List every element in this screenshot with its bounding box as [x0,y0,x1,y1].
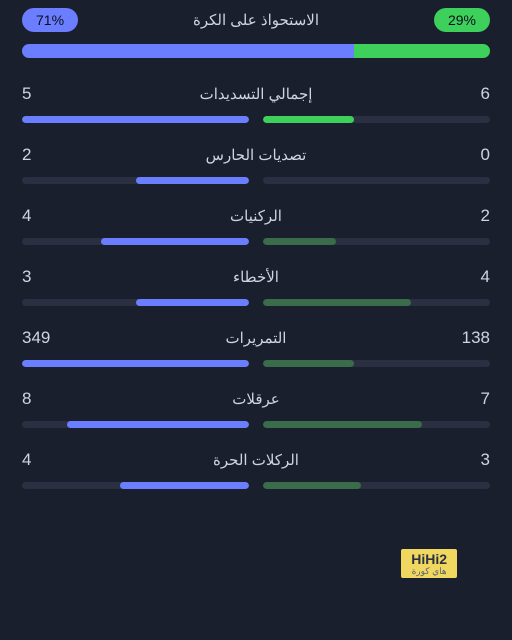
bar-right-fill [263,238,336,245]
stat-left-value: 5 [22,84,31,104]
bar-left-fill [136,299,250,306]
bar-right-track [263,238,490,245]
stat-right-value: 2 [481,206,490,226]
stat-bars [22,482,490,489]
stat-header: 5 إجمالي التسديدات 6 [22,84,490,104]
stats-container: 71% الاستحواذ على الكرة 29% 5 إجمالي الت… [0,0,512,489]
stat-label: الركنيات [230,207,282,225]
stat-row: 4 الركلات الحرة 3 [22,450,490,489]
stat-right-value: 3 [481,450,490,470]
stat-label: الركلات الحرة [213,451,299,469]
bar-left-track [22,299,249,306]
stat-bars [22,238,490,245]
possession-right-badge: 29% [434,8,490,32]
bar-right-track [263,299,490,306]
watermark-sub: هاي كورة [411,567,447,576]
bar-left-track [22,421,249,428]
stat-header: 3 الأخطاء 4 [22,267,490,287]
possession-bar-right [354,44,490,58]
bar-right-fill [263,421,422,428]
bar-right-track [263,360,490,367]
stat-header: 4 الركلات الحرة 3 [22,450,490,470]
bar-right-fill [263,116,354,123]
stat-left-value: 4 [22,450,31,470]
stat-row: 4 الركنيات 2 [22,206,490,245]
stat-bars [22,299,490,306]
stat-label: تصديات الحارس [206,146,307,164]
stat-label: إجمالي التسديدات [200,85,313,103]
bar-left-track [22,238,249,245]
stat-row: 2 تصديات الحارس 0 [22,145,490,184]
stats-list: 5 إجمالي التسديدات 6 2 تصديات الحارس 0 [22,84,490,489]
possession-bar [22,44,490,58]
bar-left-fill [67,421,249,428]
bar-right-track [263,116,490,123]
stat-right-value: 7 [481,389,490,409]
stat-header: 8 عرقلات 7 [22,389,490,409]
stat-right-value: 138 [462,328,490,348]
stat-left-value: 349 [22,328,50,348]
stat-right-value: 4 [481,267,490,287]
stat-left-value: 4 [22,206,31,226]
stat-row: 3 الأخطاء 4 [22,267,490,306]
bar-right-track [263,177,490,184]
stat-label: الأخطاء [233,268,279,286]
stat-right-value: 0 [481,145,490,165]
bar-left-fill [22,360,249,367]
stat-bars [22,116,490,123]
bar-right-fill [263,482,361,489]
stat-label: عرقلات [232,390,279,408]
bar-right-fill [263,360,354,367]
bar-left-fill [136,177,250,184]
watermark-main: HiHi2 [411,552,447,567]
stat-left-value: 8 [22,389,31,409]
bar-left-track [22,116,249,123]
stat-label: التمريرات [226,329,287,347]
stat-bars [22,421,490,428]
bar-right-track [263,421,490,428]
stat-row: 349 التمريرات 138 [22,328,490,367]
bar-left-track [22,177,249,184]
bar-left-fill [120,482,249,489]
possession-section: 71% الاستحواذ على الكرة 29% [22,8,490,58]
bar-left-track [22,360,249,367]
stat-header: 2 تصديات الحارس 0 [22,145,490,165]
bar-left-track [22,482,249,489]
stat-header: 4 الركنيات 2 [22,206,490,226]
watermark: HiHi2 هاي كورة [401,549,457,578]
stat-row: 5 إجمالي التسديدات 6 [22,84,490,123]
possession-header: 71% الاستحواذ على الكرة 29% [22,8,490,32]
stat-row: 8 عرقلات 7 [22,389,490,428]
bar-right-fill [263,299,411,306]
possession-title: الاستحواذ على الكرة [193,11,319,29]
stat-header: 349 التمريرات 138 [22,328,490,348]
bar-right-track [263,482,490,489]
stat-bars [22,177,490,184]
possession-bar-left [22,44,354,58]
bar-left-fill [22,116,249,123]
bar-left-fill [101,238,249,245]
possession-left-badge: 71% [22,8,78,32]
stat-left-value: 2 [22,145,31,165]
stat-left-value: 3 [22,267,31,287]
stat-bars [22,360,490,367]
stat-right-value: 6 [481,84,490,104]
